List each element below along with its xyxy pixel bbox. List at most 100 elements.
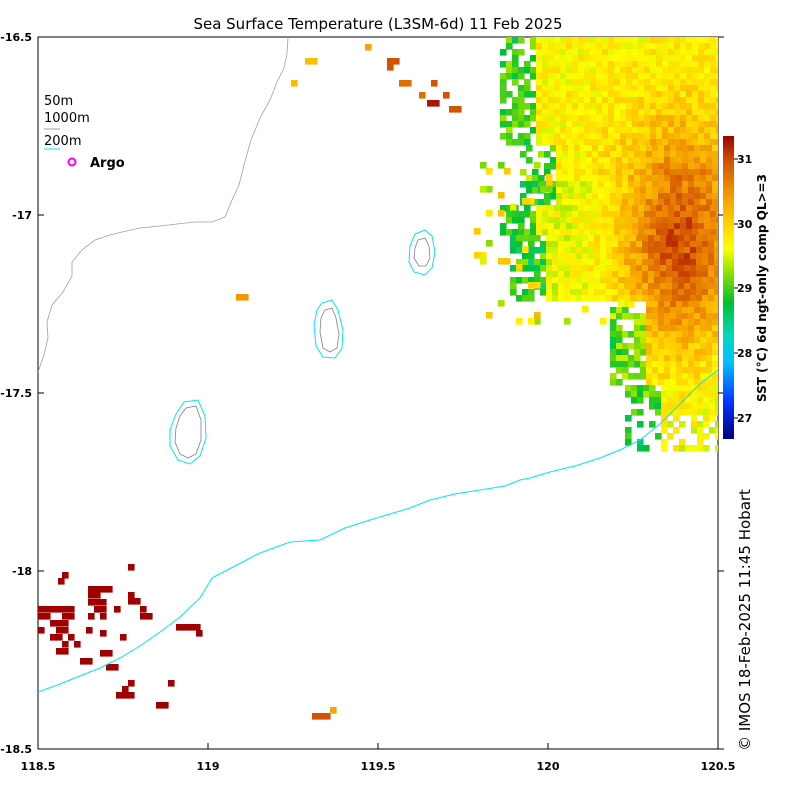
sst-cell (604, 145, 611, 152)
sst-cell (640, 313, 647, 320)
sst-cell (680, 49, 687, 56)
sst-cell (620, 55, 627, 62)
sst-cell (664, 313, 671, 320)
sst-cell (592, 151, 599, 158)
sst-cell (584, 205, 591, 212)
sst-cell (716, 139, 718, 146)
sst-cell (630, 235, 637, 242)
sst-cell (518, 217, 525, 224)
sst-cell (602, 67, 609, 74)
sst-cell (584, 223, 591, 230)
sst-cell (128, 692, 135, 699)
sst-cell (62, 613, 69, 620)
sst-cell (637, 421, 644, 428)
sst-cell (643, 391, 650, 398)
sst-cell (668, 49, 675, 56)
sst-cell (646, 373, 653, 380)
sst-cell (658, 319, 665, 326)
sst-cell (670, 367, 677, 374)
sst-cell (566, 91, 573, 98)
sst-cell (540, 186, 547, 193)
sst-cell (568, 199, 575, 206)
sst-cell (588, 247, 595, 254)
sst-cell (610, 307, 617, 314)
sst-cell (664, 151, 671, 158)
y-tick-label: -17.5 (0, 387, 32, 400)
sst-cell (652, 181, 659, 188)
sst-cell (536, 67, 543, 74)
colorbar-title: SST (°C) 6d ngt-only comp QL>=3 (755, 174, 769, 402)
sst-cell (643, 385, 650, 392)
sst-cell (708, 277, 715, 284)
sst-cell (634, 331, 641, 338)
sst-cell (709, 385, 716, 392)
sst-cell (500, 49, 507, 56)
legend-label-1000m: 1000m (44, 111, 90, 126)
sst-cell (682, 319, 689, 326)
sst-cell (650, 43, 657, 50)
sst-cell (692, 211, 699, 218)
sst-cell (562, 145, 569, 152)
sst-cell (586, 193, 593, 200)
sst-cell (638, 37, 645, 44)
sst-cell (586, 181, 593, 188)
sst-cell (646, 355, 653, 362)
sst-cell (650, 37, 657, 44)
sst-cell (534, 259, 541, 266)
sst-cell (628, 145, 635, 152)
sst-cell (608, 55, 615, 62)
sst-cell (661, 403, 668, 410)
sst-cell (558, 241, 565, 248)
sst-cell (628, 163, 635, 170)
sst-cell (562, 163, 569, 170)
sst-cell (678, 289, 685, 296)
sst-cell (626, 121, 633, 128)
sst-cell (590, 127, 597, 134)
sst-cell (703, 415, 710, 422)
sst-cell (706, 361, 713, 368)
sst-cell (686, 55, 693, 62)
sst-cell (562, 169, 569, 176)
sst-cell (540, 253, 547, 260)
sst-cell (704, 49, 711, 56)
y-tick-label: -17 (12, 209, 32, 222)
sst-cell (660, 247, 667, 254)
sst-cell (715, 427, 718, 434)
sst-cell (678, 265, 685, 272)
sst-cell (530, 229, 537, 236)
sst-cell (620, 229, 627, 236)
sst-cell (626, 103, 633, 110)
sst-cell (506, 73, 513, 80)
sst-cell (664, 307, 671, 314)
sst-cell (512, 67, 519, 74)
sst-cell (634, 181, 641, 188)
sst-cell (664, 145, 671, 152)
sst-cell (590, 73, 597, 80)
sst-cell (524, 121, 531, 128)
sst-cell (658, 157, 665, 164)
sst-cell (674, 61, 681, 68)
sst-cell (588, 277, 595, 284)
sst-cell (703, 385, 710, 392)
sst-cell (556, 181, 563, 188)
sst-cell (700, 175, 707, 182)
sst-cell (638, 55, 645, 62)
sst-cell (532, 187, 539, 194)
sst-cell (650, 211, 657, 218)
sst-cell (682, 163, 689, 170)
sst-cell (560, 205, 567, 212)
sst-cell (586, 175, 593, 182)
sst-cell (632, 79, 639, 86)
sst-cell (608, 91, 615, 98)
sst-cell (632, 127, 639, 134)
sst-cell (566, 211, 573, 218)
sst-cell (534, 162, 541, 169)
sst-cell (614, 121, 621, 128)
sst-cell (524, 229, 531, 236)
sst-cell (667, 433, 674, 440)
sst-cell (592, 193, 599, 200)
sst-cell (696, 289, 703, 296)
sst-cell (630, 289, 637, 296)
sst-cell (542, 73, 549, 80)
sst-cell (512, 97, 519, 104)
